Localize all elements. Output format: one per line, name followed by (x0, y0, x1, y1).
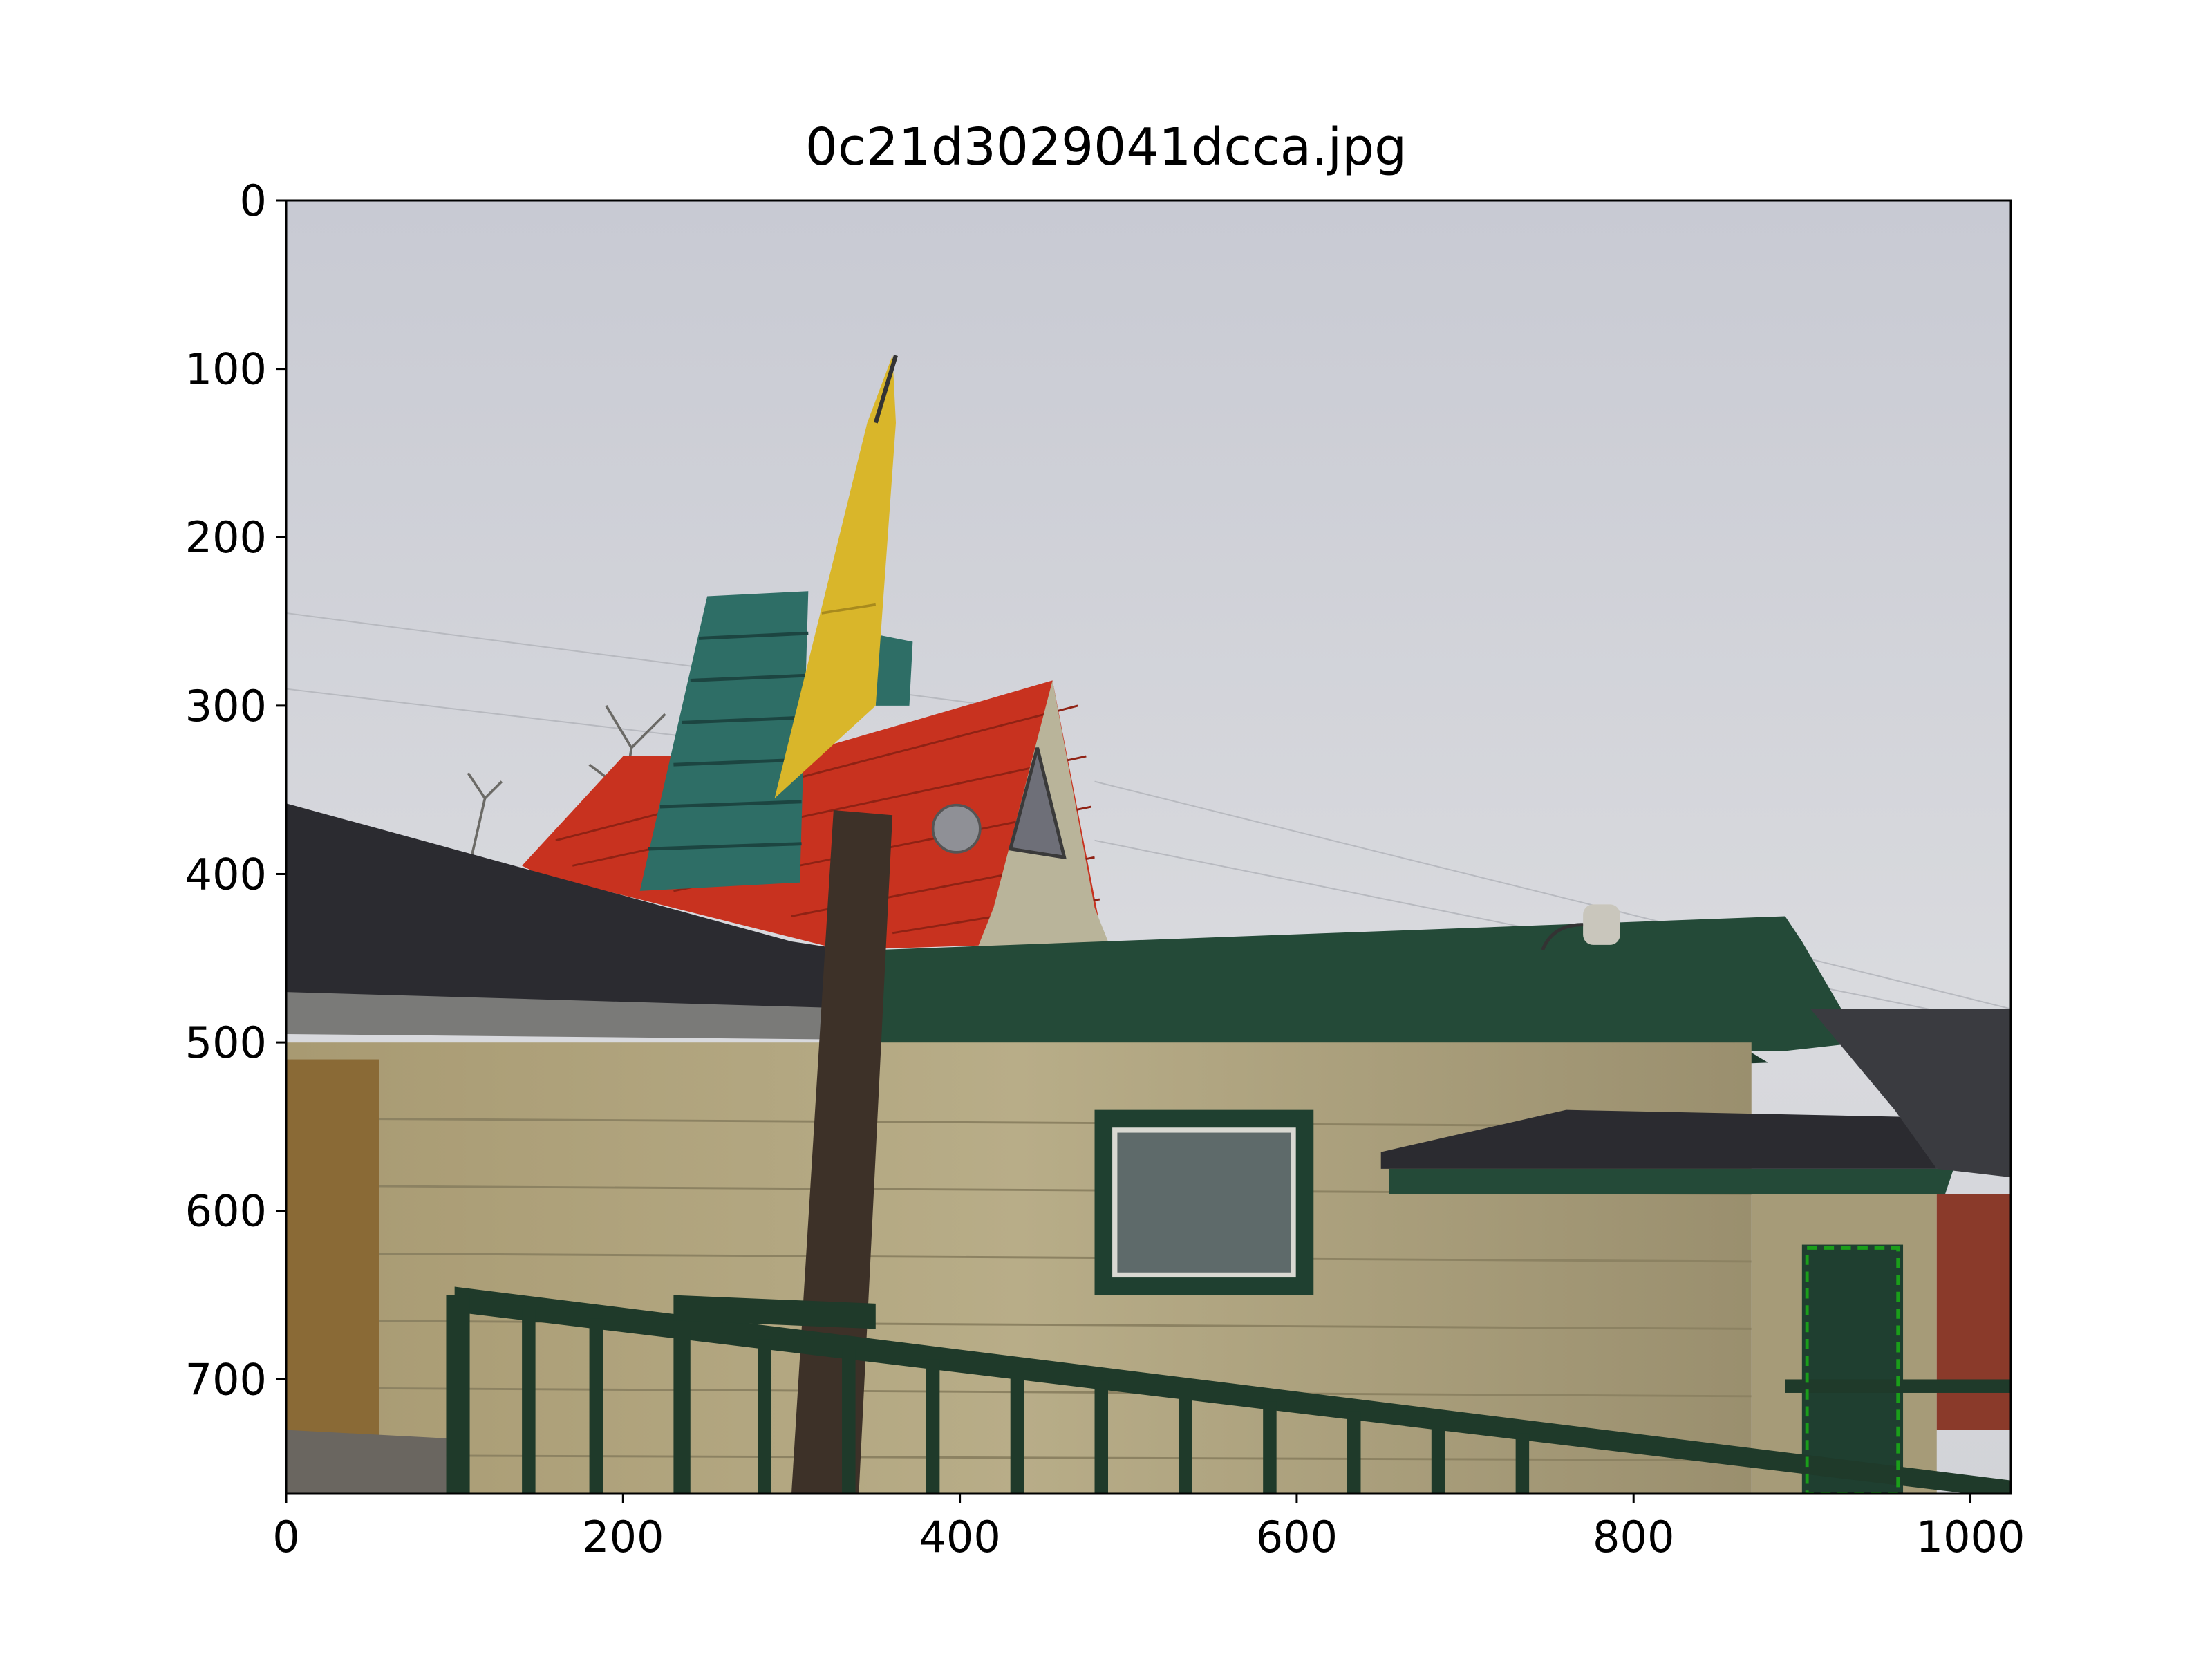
porch-roof (1380, 1109, 1979, 1169)
y-tick-label: 500 (185, 1018, 267, 1068)
y-tick-label: 0 (240, 176, 267, 226)
y-tick-label: 300 (185, 681, 267, 731)
satellite-dish (931, 803, 982, 854)
x-tick-label: 200 (582, 1512, 664, 1562)
y-tick-label: 400 (185, 849, 267, 899)
y-axis: 0 100 200 300 400 500 600 700 (185, 176, 286, 1405)
x-tick-label: 400 (919, 1512, 1000, 1562)
boarded-opening (286, 1059, 379, 1464)
background-roof (1810, 1009, 2011, 1178)
yellow-spire (774, 355, 897, 798)
window-glass (1112, 1127, 1296, 1278)
axes-frame (285, 199, 2012, 1495)
photo (286, 200, 2011, 1494)
tower-slats (648, 631, 809, 851)
green-overhang (875, 916, 1862, 1076)
porch-fascia (1389, 1168, 1954, 1194)
y-tick-label: 700 (185, 1354, 267, 1405)
x-axis: 0 200 400 600 800 1000 (272, 1494, 2025, 1562)
x-tick-label: 600 (1256, 1512, 1338, 1562)
spire-rod (873, 355, 898, 424)
chart-title: 0c21d3029041dcca.jpg (805, 118, 1407, 177)
brick-wall (1936, 1194, 2011, 1430)
ground (286, 1430, 447, 1494)
x-tick-label: 0 (272, 1512, 299, 1562)
y-tick-label: 100 (185, 344, 267, 395)
x-tick-label: 800 (1593, 1512, 1674, 1562)
teal-tower-right (875, 635, 913, 706)
green-railing (446, 1286, 2011, 1494)
gable-window (1008, 747, 1067, 860)
teal-tower (639, 591, 809, 891)
y-tick-label: 600 (185, 1186, 267, 1237)
annex-door (1801, 1244, 1904, 1494)
y-tick-label: 200 (185, 512, 267, 563)
x-tick-label: 1000 (1916, 1512, 2025, 1562)
